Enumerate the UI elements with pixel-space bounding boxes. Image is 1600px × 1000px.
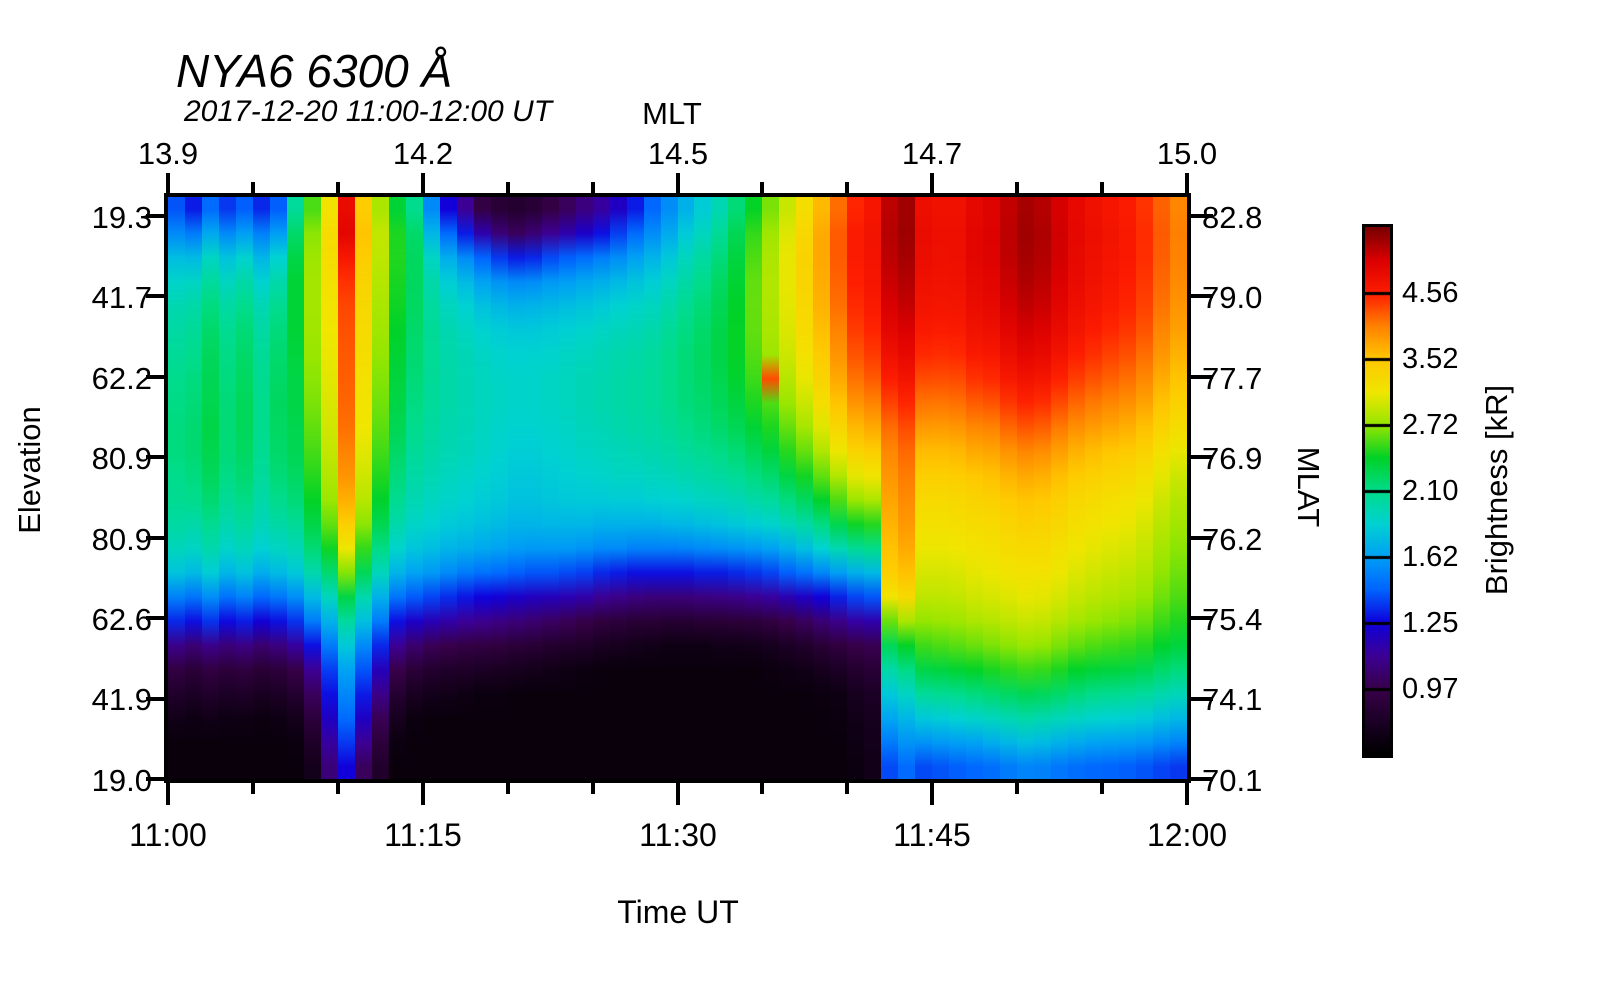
colorbar-tick-label: 2.10	[1402, 475, 1459, 507]
tick-mark	[1191, 455, 1213, 459]
tick-mark	[676, 173, 680, 193]
chart-title: NYA6 6300 Å	[176, 45, 453, 97]
right-axis-tick-label: 75.4	[1202, 602, 1263, 637]
colorbar-gradient	[1365, 227, 1390, 755]
tick-mark	[506, 783, 510, 794]
tick-mark	[760, 182, 764, 193]
top-axis-title: MLT	[642, 96, 702, 131]
heatmap-canvas	[168, 197, 1187, 779]
bottom-axis-title: Time UT	[617, 894, 739, 930]
tick-mark	[1191, 697, 1213, 701]
right-axis-tick-label: 76.9	[1202, 441, 1263, 476]
tick-mark	[146, 214, 168, 218]
tick-mark	[336, 182, 340, 193]
plot-border	[164, 193, 1191, 783]
bottom-axis-tick-label: 11:30	[639, 817, 717, 853]
bottom-axis-tick-label: 11:00	[129, 817, 207, 853]
colorbar-tick-label: 1.62	[1402, 541, 1459, 573]
left-axis-tick-label: 80.9	[91, 441, 152, 476]
bottom-axis-tick-label: 12:00	[1146, 817, 1228, 853]
tick-mark	[1191, 375, 1213, 379]
tick-mark	[1185, 173, 1189, 193]
left-axis-tick-label: 62.2	[91, 361, 152, 396]
tick-mark	[1015, 182, 1019, 193]
right-axis-tick-label: 82.8	[1202, 200, 1263, 235]
tick-mark	[421, 783, 425, 805]
tick-mark	[930, 173, 934, 193]
tick-mark	[1015, 783, 1019, 794]
tick-mark	[251, 182, 255, 193]
colorbar-tick-label: 4.56	[1402, 277, 1459, 309]
colorbar-frame	[1362, 224, 1393, 758]
tick-mark	[421, 173, 425, 193]
tick-mark	[146, 294, 168, 298]
tick-mark	[146, 697, 168, 701]
tick-mark	[251, 783, 255, 794]
tick-mark	[336, 783, 340, 794]
right-axis-tick-label: 70.1	[1202, 763, 1263, 798]
tick-mark	[1100, 783, 1104, 794]
top-axis-tick-label: 13.9	[137, 136, 199, 171]
tick-mark	[676, 783, 680, 805]
right-axis-title-text: MLAT	[1291, 446, 1326, 528]
colorbar-tick-label: 2.72	[1402, 409, 1459, 441]
tick-mark	[1191, 616, 1213, 620]
left-axis-tick-label: 19.0	[91, 763, 152, 798]
top-axis-tick-label: 14.5	[647, 136, 709, 171]
bottom-axis-tick-label: 11:15	[384, 817, 462, 853]
tick-mark	[1191, 214, 1213, 218]
bottom-axis-tick-label: 11:45	[893, 817, 971, 853]
colorbar-title-text: Brightness [kR]	[1479, 384, 1514, 596]
colorbar-tick-label: 1.25	[1402, 607, 1459, 639]
tick-mark	[1191, 777, 1213, 781]
right-axis-tick-label: 76.2	[1202, 522, 1263, 557]
right-axis-tick-label: 79.0	[1202, 280, 1263, 315]
tick-mark	[845, 783, 849, 794]
tick-mark	[146, 777, 168, 781]
tick-mark	[1191, 536, 1213, 540]
tick-mark	[845, 182, 849, 193]
tick-mark	[506, 182, 510, 193]
tick-mark	[146, 616, 168, 620]
left-axis-tick-label: 62.6	[91, 602, 152, 637]
tick-mark	[591, 783, 595, 794]
tick-mark	[591, 182, 595, 193]
left-axis-tick-label: 41.9	[91, 682, 152, 717]
colorbar-tick-label: 0.97	[1402, 673, 1459, 705]
tick-mark	[930, 783, 934, 805]
tick-mark	[760, 783, 764, 794]
right-axis-tick-label: 77.7	[1202, 361, 1263, 396]
tick-mark	[1191, 294, 1213, 298]
left-axis-tick-label: 19.3	[91, 200, 152, 235]
tick-mark	[1100, 182, 1104, 193]
tick-mark	[1185, 783, 1189, 805]
tick-mark	[146, 375, 168, 379]
left-axis-tick-label: 80.9	[91, 522, 152, 557]
tick-mark	[146, 455, 168, 459]
top-axis-tick-label: 14.2	[392, 136, 454, 171]
tick-mark	[166, 173, 170, 193]
tick-mark	[146, 536, 168, 540]
tick-mark	[166, 783, 170, 805]
colorbar-tick-label: 3.52	[1402, 343, 1459, 375]
top-axis-tick-label: 14.7	[901, 136, 963, 171]
chart-subtitle: 2017-12-20 11:00-12:00 UT	[184, 95, 553, 128]
top-axis-tick-label: 15.0	[1156, 136, 1218, 171]
left-axis-tick-label: 41.7	[91, 280, 152, 315]
